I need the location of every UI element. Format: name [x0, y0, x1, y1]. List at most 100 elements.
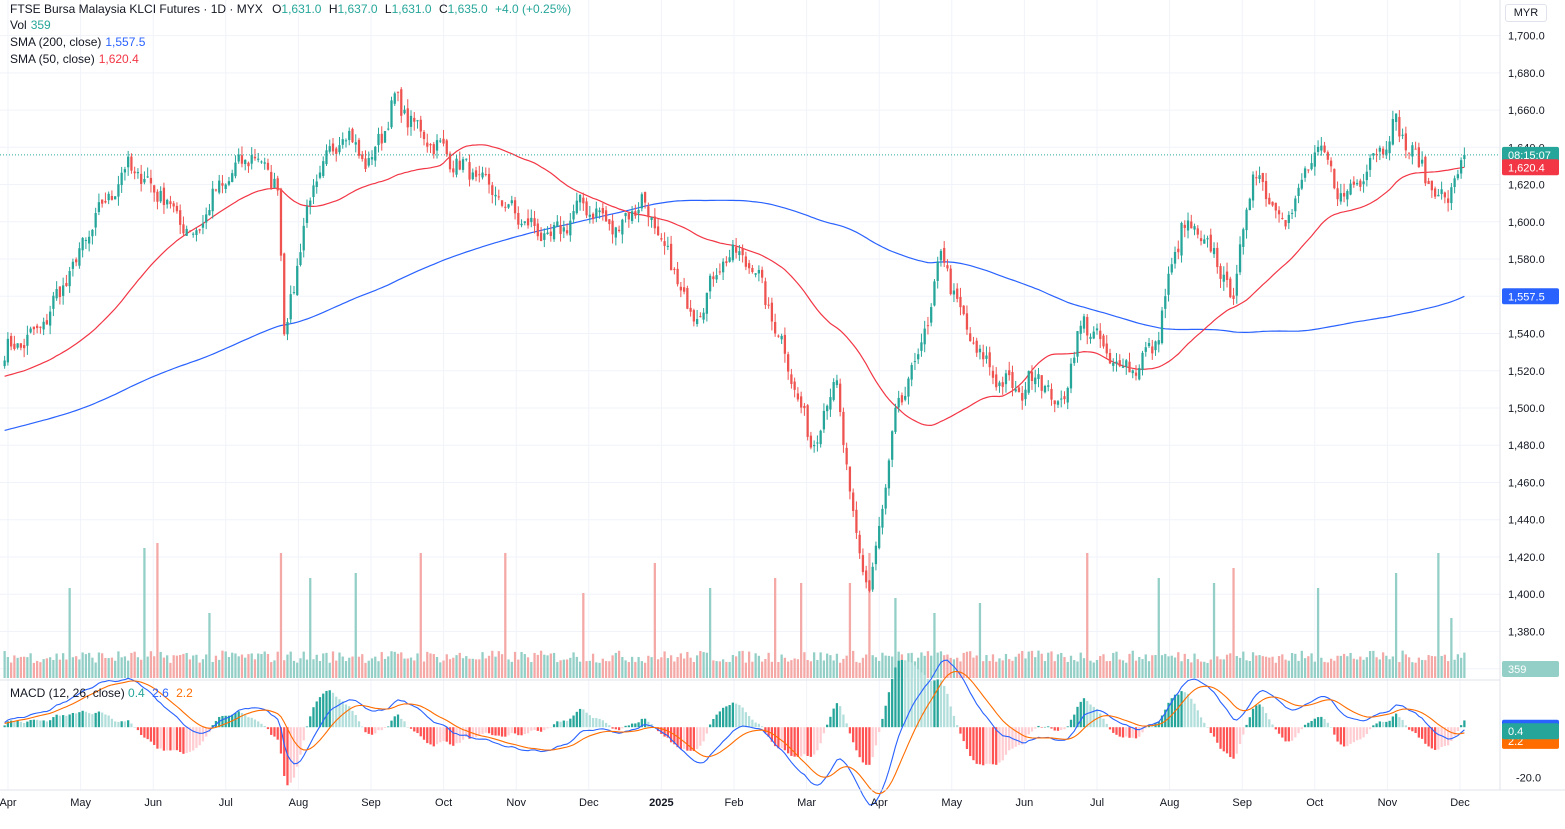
macd-histogram-bar	[575, 711, 578, 728]
macd-histogram-bar	[247, 717, 250, 728]
candle	[565, 223, 569, 236]
candle	[520, 219, 523, 228]
candle	[744, 251, 748, 271]
candle-body	[1459, 160, 1463, 174]
volume-bar	[185, 652, 188, 678]
candle	[71, 258, 75, 277]
volume-bar	[601, 658, 604, 678]
volume-bar	[104, 657, 107, 678]
candle-body	[351, 128, 354, 143]
volume-bar	[874, 657, 878, 678]
volume-bar	[35, 660, 39, 678]
sma200-legend[interactable]: SMA (200, close) 1,557.5	[10, 34, 145, 51]
volume-bar	[1245, 660, 1248, 678]
macd-histogram-bar	[721, 707, 725, 728]
candle-body	[930, 307, 933, 323]
candle	[188, 230, 192, 233]
sma50-legend[interactable]: SMA (50, close) 1,620.4	[10, 51, 139, 68]
candle	[718, 263, 722, 275]
candle-body	[819, 430, 822, 445]
candle	[874, 541, 878, 571]
candle-body	[1274, 202, 1277, 211]
candle	[760, 266, 764, 284]
macd-hist-badge: 0.4	[1502, 723, 1559, 740]
candle-body	[526, 218, 530, 226]
volume-bar	[1037, 650, 1040, 678]
candle	[1027, 370, 1030, 395]
candle	[699, 312, 702, 318]
macd-histogram-bar	[598, 718, 601, 728]
macd-histogram-bar	[1232, 727, 1235, 759]
sma200-badge-bg	[1502, 288, 1559, 305]
volume-bar	[1030, 650, 1034, 678]
candle	[1066, 386, 1069, 410]
volume-bar	[1333, 660, 1336, 678]
volume-bar	[487, 655, 491, 678]
volume-bar	[985, 655, 988, 678]
candle-body	[143, 178, 146, 183]
macd-histogram-bar	[858, 727, 861, 758]
candle	[975, 337, 978, 357]
candle-body	[244, 159, 247, 165]
candle-body	[240, 155, 244, 164]
macd-histogram-bar	[582, 709, 585, 728]
candle	[263, 157, 266, 170]
candle-body	[1069, 363, 1073, 389]
candle	[312, 179, 315, 205]
candle-body	[1079, 325, 1082, 334]
candle-body	[133, 171, 136, 174]
candle	[809, 431, 813, 450]
volume-bar	[770, 661, 774, 678]
volume-bar	[744, 662, 748, 678]
macd-histogram-bar	[426, 727, 429, 744]
macd-histogram-bar	[601, 720, 604, 728]
volume-bar	[1342, 653, 1346, 678]
candle-body	[32, 326, 36, 330]
candle-body	[865, 570, 868, 583]
candle	[45, 313, 49, 325]
candle	[1073, 351, 1076, 366]
macd-histogram-bar	[787, 727, 790, 754]
candle	[214, 188, 218, 192]
candle	[110, 190, 114, 201]
candle	[634, 204, 637, 219]
volume-bar	[998, 658, 1001, 678]
candle	[1212, 242, 1216, 258]
volume-legend[interactable]: Vol 359	[10, 17, 51, 34]
volume-bar	[852, 650, 855, 678]
volume-bar	[221, 650, 224, 678]
candle	[19, 342, 23, 351]
macd-histogram-bar	[887, 692, 891, 728]
macd-histogram-bar	[1362, 727, 1365, 738]
candle-body	[1251, 174, 1255, 201]
high-value: 1,637.0	[337, 2, 378, 16]
macd-histogram-bar	[338, 699, 341, 728]
macd-histogram-bar	[1430, 727, 1434, 749]
candle	[1398, 110, 1401, 143]
volume-bar	[712, 660, 715, 678]
volume-bar	[45, 658, 49, 678]
macd-histogram-bar	[1323, 719, 1326, 728]
macd-histogram-bar	[1420, 727, 1424, 739]
candle	[741, 244, 744, 263]
macd-legend[interactable]: MACD (12, 26, close) 0.4 2.6 2.2	[10, 685, 193, 702]
candle-body	[543, 233, 546, 240]
candle	[595, 201, 598, 223]
candle	[1021, 385, 1024, 410]
volume-bar	[182, 653, 185, 678]
currency-button[interactable]: MYR	[1505, 4, 1547, 22]
volume-bar	[878, 660, 881, 678]
macd-histogram-bar	[283, 727, 286, 776]
volume-bar	[250, 653, 253, 678]
candle	[273, 172, 276, 189]
candle	[640, 192, 643, 212]
macd-histogram-bar	[894, 667, 897, 728]
candle	[1404, 126, 1407, 159]
candle-body	[1063, 396, 1066, 400]
high-label: H	[328, 2, 338, 16]
volume-bar	[991, 654, 995, 678]
macd-histogram-bar	[1287, 727, 1290, 742]
candle-body	[621, 219, 624, 235]
candle-body	[35, 325, 39, 329]
